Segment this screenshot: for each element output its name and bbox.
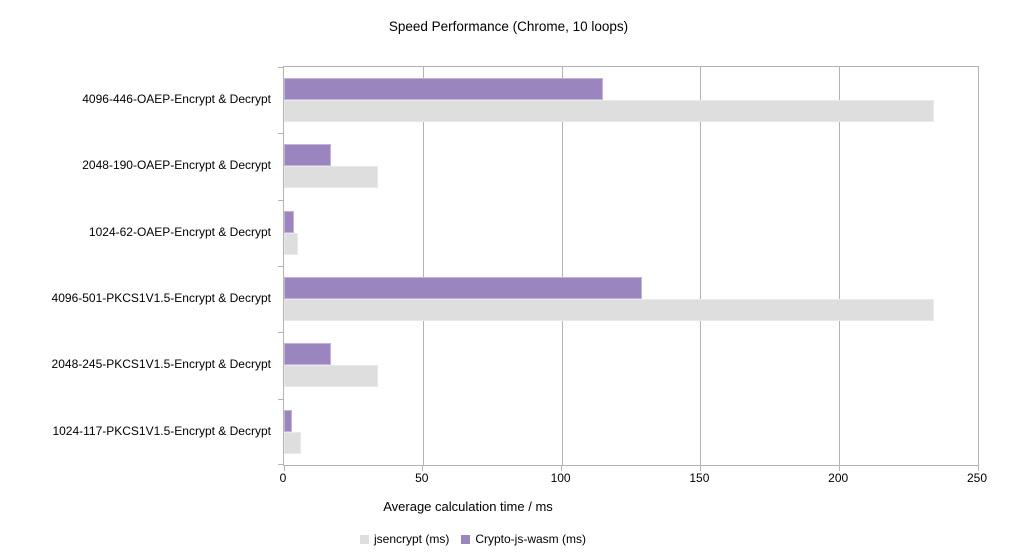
x-axis-tick-200	[838, 465, 840, 471]
y-axis-tick	[278, 200, 284, 201]
chart-title: Speed Performance (Chrome, 10 loops)	[388, 19, 629, 34]
category-label: 2048-245-PKCS1V1.5-Encrypt & Decrypt	[51, 357, 271, 372]
category-label: 4096-501-PKCS1V1.5-Encrypt & Decrypt	[51, 291, 271, 306]
category-label: 4096-446-OAEP-Encrypt & Decrypt	[82, 92, 271, 107]
legend-swatch-icon	[461, 534, 471, 544]
y-axis-tick	[278, 67, 284, 68]
category-label: 2048-190-OAEP-Encrypt & Decrypt	[82, 158, 271, 173]
x-axis-tick-label: 200	[828, 471, 849, 485]
bar-group-3	[284, 200, 978, 266]
x-axis-tick-150	[699, 465, 701, 471]
bar-crypto-js-wasm-ms	[284, 277, 643, 300]
bar-jsencrypt-ms	[284, 166, 379, 189]
bar-group-1	[284, 67, 978, 133]
plot-area	[278, 66, 979, 471]
gridline-200	[839, 67, 841, 465]
category-axis-labels: 4096-446-OAEP-Encrypt & Decrypt 2048-190-…	[0, 66, 277, 464]
bar-jsencrypt-ms	[284, 365, 379, 388]
bar-crypto-js-wasm-ms	[284, 343, 332, 366]
y-axis-tick	[278, 399, 284, 400]
legend-label: Crypto-js-wasm (ms)	[475, 532, 587, 546]
bar-group-4	[284, 266, 978, 332]
x-axis-tick-label: 150	[689, 471, 710, 485]
category-label: 1024-117-PKCS1V1.5-Encrypt & Decrypt	[52, 423, 271, 438]
legend-item: Crypto-js-wasm (ms)	[461, 532, 586, 546]
x-axis-tick-100	[561, 465, 563, 471]
bar-group-2	[284, 133, 978, 199]
bar-jsencrypt-ms	[284, 100, 934, 123]
legend-item: jsencrypt (ms)	[359, 532, 450, 546]
bar-group-5	[284, 332, 978, 398]
x-axis-tick-label: 100	[550, 471, 571, 485]
y-axis-tick	[278, 266, 284, 267]
y-axis-tick	[278, 332, 284, 333]
gridline-100	[561, 67, 563, 465]
x-axis-tick-label: 0	[279, 471, 287, 485]
bar-jsencrypt-ms	[284, 232, 298, 255]
gridline-50	[422, 67, 424, 465]
bar-crypto-js-wasm-ms	[284, 144, 332, 167]
x-axis-tick-label: 50	[415, 471, 429, 485]
bar-crypto-js-wasm-ms	[284, 210, 294, 233]
x-axis-title: Average calculation time / ms	[383, 499, 553, 514]
value-axis-labels: 0 50 100 150 200 250	[279, 471, 987, 487]
bar-group-6	[284, 399, 978, 465]
bar-jsencrypt-ms	[284, 299, 934, 322]
x-axis-tick-250	[977, 465, 979, 471]
legend-swatch-icon	[359, 534, 369, 544]
bar-jsencrypt-ms	[284, 431, 301, 454]
x-axis-tick-0	[283, 465, 285, 471]
x-axis-tick-label: 250	[966, 471, 988, 485]
legend: jsencrypt (ms) Crypto-js-wasm (ms)	[359, 532, 586, 546]
category-label: 1024-62-OAEP-Encrypt & Decrypt	[88, 224, 271, 239]
bar-crypto-js-wasm-ms	[284, 409, 293, 432]
gridline-150	[700, 67, 702, 465]
x-axis-tick-50	[422, 465, 424, 471]
y-axis-tick	[278, 133, 284, 134]
bar-crypto-js-wasm-ms	[284, 78, 604, 101]
legend-label: jsencrypt (ms)	[373, 532, 450, 546]
y-axis-tick	[278, 464, 284, 465]
